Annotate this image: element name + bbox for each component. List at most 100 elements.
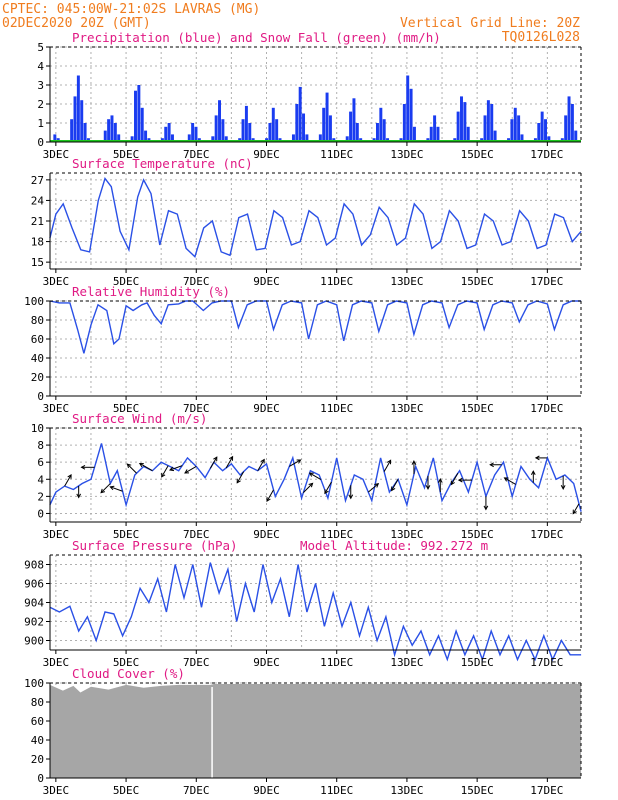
precip-bar: [244, 105, 248, 142]
precip-bar: [80, 100, 84, 142]
wind-arrow-head: [260, 458, 265, 464]
wind-arrow: [572, 503, 580, 514]
humidity-ytick-label: 100: [24, 295, 44, 308]
precip-bar: [544, 119, 547, 142]
precip-bar: [187, 134, 191, 142]
humidity-ytick-label: 80: [31, 314, 44, 327]
precip-bar: [221, 119, 225, 142]
humidity-xtick-label: 13DEC: [390, 402, 423, 415]
cloud-ytick-label: 60: [31, 715, 44, 728]
precip-bar: [486, 100, 490, 142]
precip-bar: [402, 104, 406, 142]
precip-bar: [564, 115, 568, 142]
wind-arrow: [100, 483, 111, 494]
precip-bar: [271, 107, 275, 142]
temperature-xtick-label: 7DEC: [183, 275, 210, 288]
pressure-panel: Surface Pressure (hPa) Model Altitude: 99…: [24, 538, 582, 669]
wind-title: Surface Wind (m/s): [72, 411, 207, 426]
cloud-xtick-label: 3DEC: [43, 784, 70, 797]
wind-arrow-head: [228, 455, 234, 461]
wind-arrow-head: [126, 463, 132, 469]
temperature-xtick-label: 5DEC: [113, 275, 140, 288]
precip-bar: [268, 123, 272, 142]
wind-arrow-head: [76, 493, 82, 499]
wind-arrow-head: [503, 477, 509, 482]
wind-line: [49, 443, 582, 512]
precip-bar: [412, 126, 416, 142]
wind-xtick-label: 7DEC: [183, 528, 210, 541]
temperature-panel: Surface Temperature (nC) 15 18 21 24 27 3DEC 5D…: [31, 156, 582, 288]
wind-arrow: [289, 459, 301, 467]
precip-bar: [53, 134, 57, 142]
wind-arrow-head: [67, 474, 72, 479]
wind-arrow-head: [308, 472, 314, 477]
precip-xtick-label: 5DEC: [113, 148, 140, 161]
humidity-ytick-label: 0: [37, 390, 44, 403]
precip-title: Precipitation (blue) and Snow Fall (gree…: [72, 30, 441, 45]
pressure-subtitle: Model Altitude: 992.272 m: [300, 538, 488, 553]
wind-xtick-label: 15DEC: [461, 528, 494, 541]
pressure-xtick-label: 15DEC: [461, 656, 494, 669]
precip-bar: [295, 104, 299, 142]
wind-arrow: [225, 456, 234, 469]
pressure-xtick-label: 13DEC: [390, 656, 423, 669]
pressure-ytick-label: 906: [24, 578, 44, 591]
precip-bar: [436, 126, 440, 142]
wind-arrow-head: [437, 478, 443, 483]
precip-bar: [355, 123, 359, 142]
temperature-ytick-label: 18: [31, 236, 44, 249]
humidity-xtick-label: 15DEC: [461, 402, 494, 415]
cloud-title: Cloud Cover (%): [72, 666, 185, 681]
precip-bar: [456, 111, 460, 142]
precip-bar: [520, 134, 524, 142]
pressure-line: [49, 562, 582, 662]
humidity-ytick-label: 40: [31, 352, 44, 365]
wind-ytick-label: 10: [31, 422, 44, 435]
pressure-xtick-label: 3DEC: [43, 656, 70, 669]
wind-arrow: [367, 483, 379, 493]
precip-bar: [517, 115, 521, 142]
precip-bar: [117, 134, 121, 142]
humidity-line: [49, 300, 582, 354]
humidity-xtick-label: 11DEC: [320, 402, 353, 415]
precip-xtick-label: 9DEC: [253, 148, 280, 161]
humidity-ytick-label: 20: [31, 371, 44, 384]
precip-bar: [291, 134, 295, 142]
pressure-ytick-label: 900: [24, 635, 44, 648]
panels: Precipitation (blue) and Snow Fall (gree…: [24, 30, 582, 797]
precip-bar: [103, 130, 107, 142]
precip-bar: [305, 134, 309, 142]
wind-arrow: [257, 459, 265, 471]
wind-arrow: [504, 477, 517, 485]
pressure-xtick-label: 7DEC: [183, 656, 210, 669]
precip-bar: [140, 107, 144, 142]
precip-bar: [164, 126, 168, 142]
wind-arrow-head: [425, 485, 431, 490]
wind-ytick-label: 8: [37, 439, 44, 452]
precip-bar: [241, 119, 245, 142]
wind-xtick-label: 11DEC: [320, 528, 353, 541]
precip-bar: [275, 119, 279, 142]
precip-bar: [433, 115, 437, 142]
cloud-ytick-label: 80: [31, 696, 44, 709]
cloud-ytick-label: 100: [24, 677, 44, 690]
wind-arrow-head: [308, 482, 314, 488]
wind-xtick-label: 3DEC: [43, 528, 70, 541]
wind-arrow-head: [296, 459, 302, 464]
precip-bar: [429, 126, 433, 142]
wind-arrow: [309, 472, 322, 481]
precip-bar: [70, 119, 74, 142]
humidity-xtick-label: 3DEC: [43, 402, 70, 415]
precip-bar: [298, 86, 302, 142]
precip-bar: [325, 92, 329, 142]
precip-panel: Precipitation (blue) and Snow Fall (gree…: [37, 30, 582, 161]
precip-ytick-label: 0: [37, 136, 44, 149]
precip-bar: [406, 75, 410, 142]
wind-ytick-label: 0: [37, 507, 44, 520]
precip-bar: [513, 107, 517, 142]
precip-bar: [194, 126, 198, 142]
cloud-xtick-label: 13DEC: [390, 784, 423, 797]
wind-arrow-head: [266, 497, 271, 503]
wind-arrow: [266, 489, 274, 502]
wind-arrow: [391, 479, 399, 491]
